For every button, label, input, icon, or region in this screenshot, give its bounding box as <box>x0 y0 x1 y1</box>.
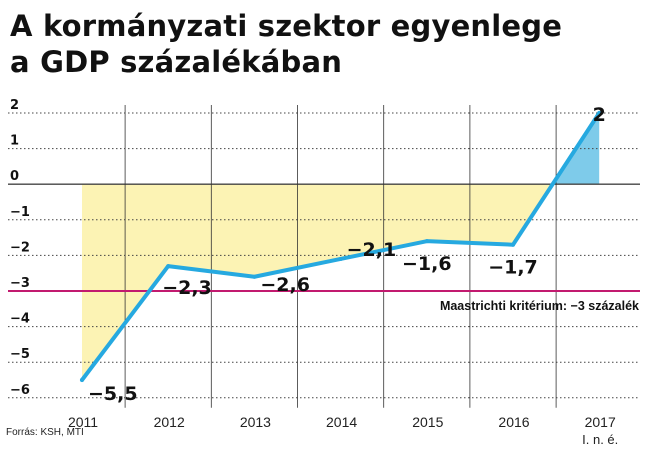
negative-area <box>82 184 553 380</box>
data-point <box>597 111 602 115</box>
y-tick-label: 1 <box>10 134 19 149</box>
y-tick-label: 0 <box>10 169 19 184</box>
chart-title: A kormányzati szektor egyenlege a GDP sz… <box>10 8 640 80</box>
data-label: −5,5 <box>88 383 138 405</box>
y-tick-label: −1 <box>10 205 30 220</box>
data-label: −2,1 <box>347 239 397 261</box>
x-tick-label: 2014 <box>326 414 357 430</box>
y-tick-label: −2 <box>10 240 30 255</box>
x-tick-label: 2011 <box>68 414 98 430</box>
y-tick-label: −3 <box>10 276 30 291</box>
y-tick-label: −6 <box>10 383 30 398</box>
data-label: −2,3 <box>162 277 212 299</box>
x-tick-label: 2015 <box>412 414 443 430</box>
data-point <box>80 378 84 382</box>
data-label: −1,6 <box>402 253 452 275</box>
data-label: −2,6 <box>260 274 310 296</box>
y-tick-label: 2 <box>10 98 19 113</box>
data-point <box>424 239 429 244</box>
source-note: Forrás: KSH, MTI <box>6 427 84 438</box>
threshold-label: Maastrichti kritérium: −3 százalék <box>440 299 639 313</box>
x-tick-note: I. n. é. <box>582 432 618 447</box>
title-line-1: A kormányzati szektor egyenlege <box>10 9 563 43</box>
x-tick-label: 2012 <box>154 414 185 430</box>
y-tick-label: −4 <box>10 312 30 327</box>
data-point <box>166 264 171 269</box>
x-tick-label: 2016 <box>498 414 529 430</box>
data-point <box>252 274 257 279</box>
y-tick-label: −5 <box>10 347 30 362</box>
data-label: 2 <box>593 104 606 126</box>
data-label: −1,7 <box>488 257 538 279</box>
x-tick-label: 2013 <box>240 414 271 430</box>
data-point <box>511 242 515 247</box>
title-line-2: a GDP százalékában <box>10 45 343 79</box>
data-point <box>338 256 343 261</box>
x-tick-label: 2017 <box>585 414 616 430</box>
